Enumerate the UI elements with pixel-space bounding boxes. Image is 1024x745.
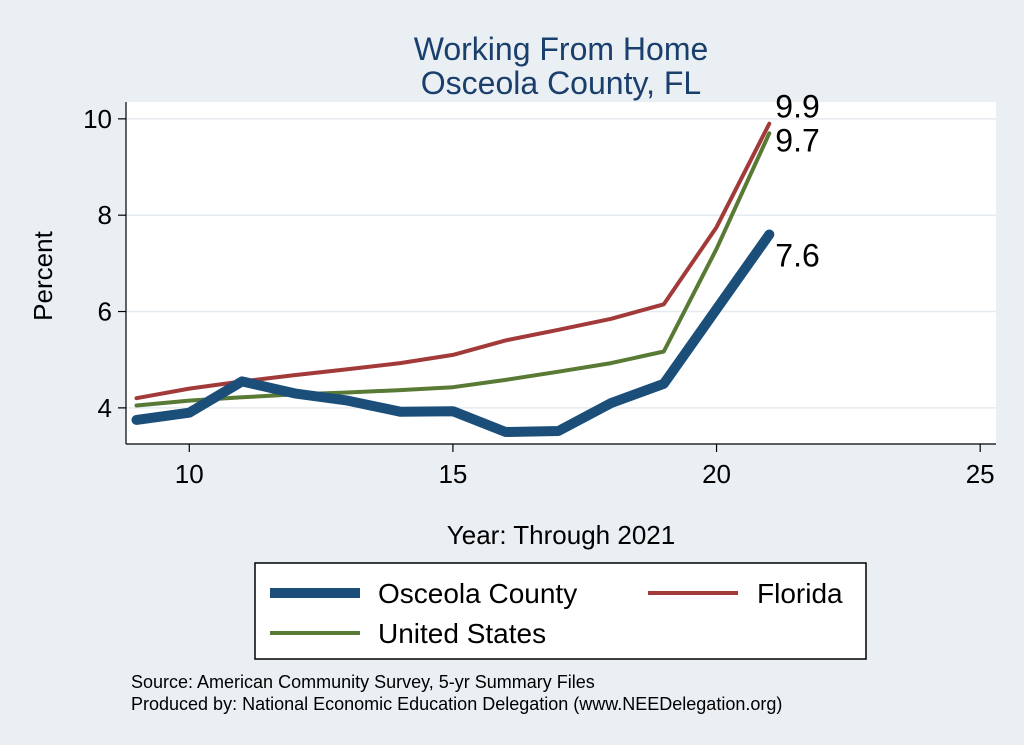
x-axis-title: Year: Through 2021	[447, 520, 675, 550]
source-note: Source: American Community Survey, 5-yr …	[131, 672, 595, 692]
legend-box	[254, 562, 867, 660]
producer-note: Produced by: National Economic Education…	[131, 694, 782, 714]
series-line-osceola-county	[131, 229, 775, 437]
x-tick-label-15: 15	[438, 459, 467, 489]
x-tick-label-20: 20	[702, 459, 731, 489]
gridlines	[126, 118, 996, 409]
legend: Osceola County Florida United States	[254, 562, 867, 660]
y-axis-title: Percent	[28, 230, 58, 320]
chart-title: Working From Home	[414, 31, 709, 67]
y-tick-label-4: 4	[98, 393, 112, 423]
plot-area	[126, 102, 996, 444]
chart-subtitle: Osceola County, FL	[421, 65, 701, 101]
series-lines	[131, 121, 775, 437]
y-tick-label-10: 10	[83, 104, 112, 134]
legend-label-florida: Florida	[757, 578, 843, 609]
x-tick-label-25: 25	[966, 459, 995, 489]
end-label-osceola-county: 7.6	[775, 237, 819, 273]
end-label-florida: 9.9	[775, 89, 819, 125]
legend-label-united-states: United States	[378, 618, 546, 649]
end-label-united-states: 9.7	[775, 122, 819, 158]
axes: 4 6 8 10 10 15 20 25	[83, 102, 996, 489]
series-line-united-states	[134, 131, 772, 408]
x-tick-label-10: 10	[175, 459, 204, 489]
end-labels: 7.6 9.99.7	[775, 89, 819, 274]
y-tick-label-8: 8	[98, 200, 112, 230]
y-tick-label-6: 6	[98, 297, 112, 327]
legend-label-osceola-county: Osceola County	[378, 578, 577, 609]
